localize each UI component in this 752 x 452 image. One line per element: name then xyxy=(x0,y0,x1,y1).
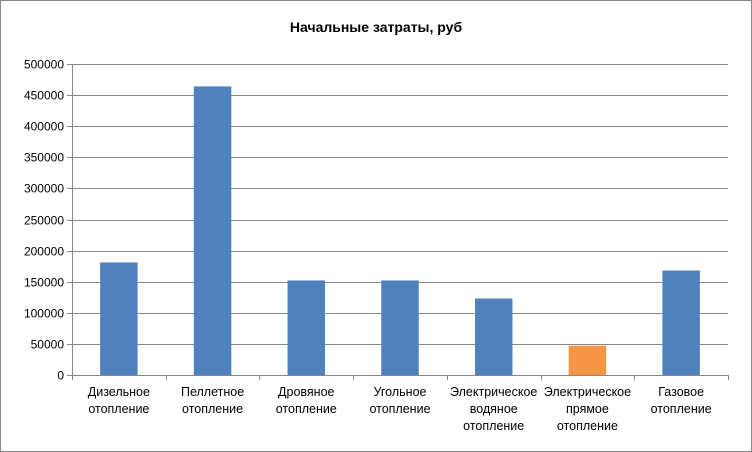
bar xyxy=(381,280,419,375)
y-tick-label: 0 xyxy=(57,369,64,383)
category-label: Газовое отопление xyxy=(651,385,712,416)
bar xyxy=(193,86,232,375)
category-label-line: Электрическое xyxy=(544,385,631,399)
category-label-line: прямое xyxy=(566,402,609,416)
y-tick-label: 250000 xyxy=(24,214,64,228)
bar xyxy=(474,298,513,375)
y-tick-label: 500000 xyxy=(24,58,64,72)
category-label-line: отопление xyxy=(369,402,430,416)
category-label: Угольное отопление xyxy=(369,385,430,416)
bar xyxy=(662,270,700,375)
bar xyxy=(568,345,607,375)
category-label: Дровяное отопление xyxy=(276,385,337,416)
category-label-line: Угольное xyxy=(374,385,427,399)
category-label-line: отопление xyxy=(463,419,524,433)
y-tick-label: 50000 xyxy=(31,338,65,352)
category-label-line: Электрическое xyxy=(450,385,537,399)
category-label-line: Пеллетное xyxy=(181,385,244,399)
category-label: Электрическое водяное отопление xyxy=(450,385,537,433)
category-label-line: отопление xyxy=(557,419,618,433)
category-label-line: отопление xyxy=(182,402,243,416)
y-tick-label: 450000 xyxy=(24,89,64,103)
y-tick-label: 350000 xyxy=(24,151,64,165)
category-label-line: отопление xyxy=(276,402,337,416)
category-label: Пеллетное отопление xyxy=(181,385,244,416)
bar xyxy=(287,280,326,375)
y-tick-label: 400000 xyxy=(24,120,64,134)
y-tick-label: 300000 xyxy=(24,182,64,196)
category-label-line: Дизельное xyxy=(88,385,150,399)
y-tick-label: 150000 xyxy=(24,276,64,290)
chart-title: Начальные затраты, руб xyxy=(289,19,463,35)
category-label-line: отопление xyxy=(88,402,149,416)
y-tick-label: 200000 xyxy=(24,245,64,259)
y-tick-label: 100000 xyxy=(24,307,64,321)
category-label: Электрическое прямое отопление xyxy=(544,385,631,433)
category-label-line: отопление xyxy=(651,402,712,416)
bar xyxy=(100,262,138,375)
category-label-line: Газовое xyxy=(658,385,704,399)
category-label-line: водяное xyxy=(470,402,518,416)
category-label: Дизельное отопление xyxy=(88,385,150,416)
category-label-line: Дровяное xyxy=(278,385,334,399)
